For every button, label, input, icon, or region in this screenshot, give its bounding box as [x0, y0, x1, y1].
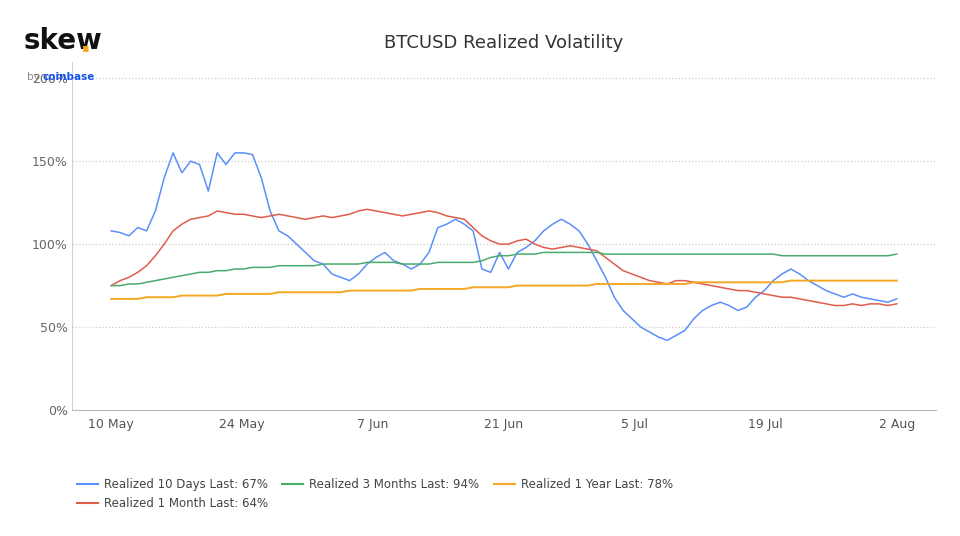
Text: coinbase: coinbase: [42, 72, 95, 83]
Legend: Realized 10 Days Last: 67%, Realized 1 Month Last: 64%, Realized 3 Months Last: : Realized 10 Days Last: 67%, Realized 1 M…: [72, 473, 678, 515]
Text: by: by: [27, 72, 43, 83]
Text: .: .: [80, 29, 91, 58]
Text: skew: skew: [24, 27, 103, 55]
Title: BTCUSD Realized Volatility: BTCUSD Realized Volatility: [384, 34, 624, 52]
